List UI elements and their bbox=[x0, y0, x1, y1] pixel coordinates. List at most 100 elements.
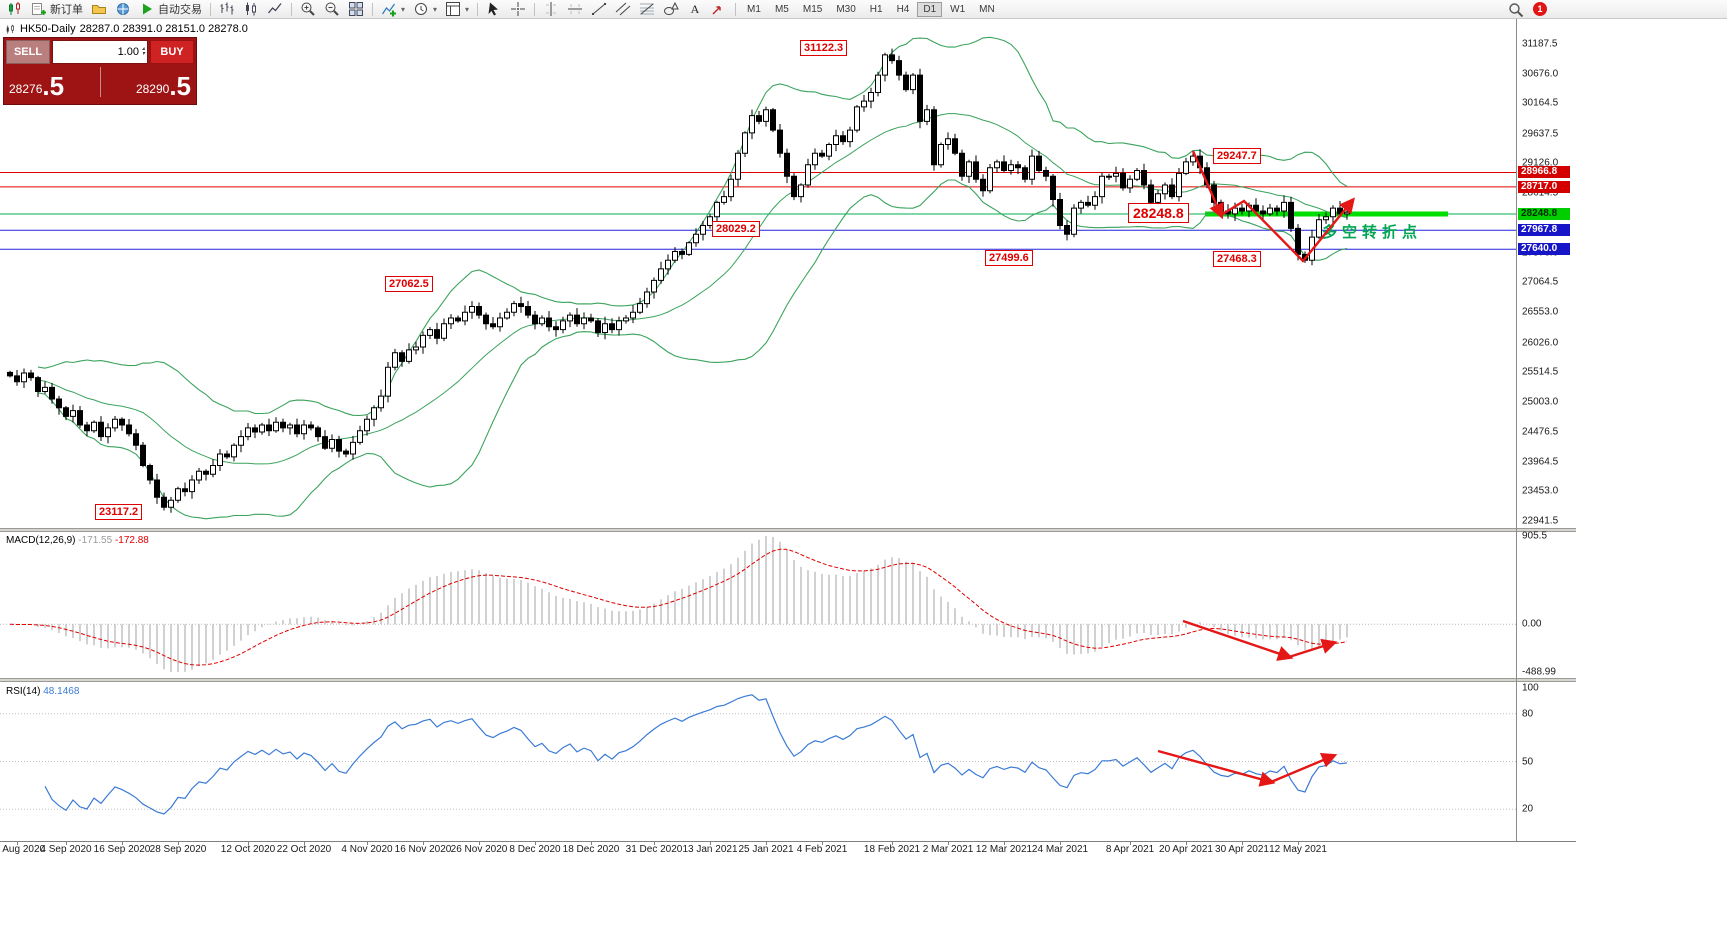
panel-separator[interactable] bbox=[0, 678, 1576, 682]
price-label: 31122.3 bbox=[800, 40, 848, 56]
price-axis[interactable]: 31187.530676.030164.529637.529126.028614… bbox=[1517, 0, 1577, 860]
autotrading-button[interactable]: 自动交易 bbox=[135, 1, 206, 18]
sell-button[interactable]: SELL bbox=[6, 40, 50, 64]
date-tick-mark bbox=[1242, 841, 1243, 845]
timeframe-h4[interactable]: H4 bbox=[896, 3, 910, 15]
market-watch-button[interactable] bbox=[111, 1, 135, 18]
rsi-axis-label: 100 bbox=[1522, 682, 1539, 694]
bear-candles bbox=[7, 54, 1343, 508]
shapes-button[interactable] bbox=[659, 1, 683, 18]
chart-title: HK50-Daily 28287.0 28391.0 28151.0 28278… bbox=[5, 23, 248, 35]
date-tick-mark bbox=[1186, 841, 1187, 845]
periods-button[interactable]: ▾ bbox=[409, 1, 441, 18]
crosshair-button[interactable] bbox=[506, 1, 530, 18]
stepper-down-icon[interactable]: ▾ bbox=[141, 51, 145, 57]
date-tick-mark bbox=[1060, 841, 1061, 845]
toolbar-separator bbox=[210, 2, 211, 16]
notification-badge[interactable]: 1 bbox=[1533, 2, 1547, 16]
date-tick: 4 Sep 2020 bbox=[40, 844, 92, 855]
new-order-button[interactable]: 新订单 bbox=[27, 1, 87, 18]
date-tick: 24 Mar 2021 bbox=[1031, 844, 1089, 855]
folder-icon bbox=[92, 5, 106, 14]
channel-button[interactable] bbox=[611, 1, 635, 18]
arrows-button[interactable] bbox=[707, 1, 731, 18]
macd-panel-canvas[interactable] bbox=[0, 532, 1516, 678]
panel-separator[interactable] bbox=[0, 528, 1576, 532]
main-chart-canvas[interactable] bbox=[0, 19, 1516, 528]
cursor-icon bbox=[488, 2, 499, 16]
tile-windows-button[interactable] bbox=[344, 1, 368, 18]
indicators-button[interactable]: ▾ bbox=[377, 1, 409, 18]
date-tick-mark bbox=[66, 841, 67, 845]
fibonacci-button[interactable] bbox=[635, 1, 659, 18]
timeframe-mn[interactable]: MN bbox=[979, 3, 995, 15]
timeframe-m15[interactable]: M15 bbox=[802, 3, 823, 15]
zoom-out-button[interactable] bbox=[320, 1, 344, 18]
rsi-label: RSI(14) 48.1468 bbox=[6, 686, 79, 697]
horizontal-line-button[interactable] bbox=[563, 1, 587, 18]
trendline-button[interactable] bbox=[587, 1, 611, 18]
profiles-button[interactable] bbox=[87, 1, 111, 18]
chevron-down-icon: ▾ bbox=[401, 4, 406, 14]
price-tick: 27064.5 bbox=[1522, 276, 1559, 288]
clock-icon bbox=[415, 3, 428, 15]
date-tick: 30 Apr 2021 bbox=[1215, 844, 1269, 855]
date-tick: 8 Dec 2020 bbox=[509, 844, 561, 855]
vertical-line-button[interactable] bbox=[539, 1, 563, 18]
volume-input[interactable]: 1.00 ▴ ▾ bbox=[52, 40, 148, 64]
timeframe-d1[interactable]: D1 bbox=[917, 1, 943, 17]
bar-chart-button[interactable] bbox=[215, 1, 239, 18]
zoom-in-button[interactable] bbox=[296, 1, 320, 18]
play-icon bbox=[143, 3, 152, 15]
macd-signal-line bbox=[9, 548, 1348, 666]
cursor-button[interactable] bbox=[482, 1, 506, 18]
date-tick: 8 Apr 2021 bbox=[1105, 844, 1155, 855]
rsi-panel-canvas[interactable] bbox=[0, 682, 1516, 841]
timeframe-w1[interactable]: W1 bbox=[950, 3, 966, 15]
price-divider bbox=[99, 67, 101, 97]
rsi-line bbox=[44, 694, 1348, 815]
timeframe-m5[interactable]: M5 bbox=[774, 3, 789, 15]
search-button[interactable] bbox=[1508, 1, 1524, 18]
buy-button[interactable]: BUY bbox=[150, 40, 194, 64]
stepper-up-icon[interactable]: ▴ bbox=[141, 46, 145, 52]
text-button[interactable]: A bbox=[683, 1, 707, 18]
globe-icon bbox=[117, 3, 129, 15]
date-tick-mark bbox=[304, 841, 305, 845]
charts-button[interactable] bbox=[3, 1, 27, 18]
indplus-icon bbox=[382, 3, 396, 17]
bars-icon bbox=[220, 2, 234, 15]
volume-stepper[interactable]: ▴ ▾ bbox=[141, 46, 145, 57]
rsi-axis-label: 20 bbox=[1522, 803, 1534, 815]
text-icon: A bbox=[691, 2, 700, 16]
templates-button[interactable]: ▾ bbox=[441, 1, 473, 18]
date-tick: 16 Sep 2020 bbox=[93, 844, 151, 855]
date-tick: 26 Aug 2020 bbox=[0, 844, 46, 855]
svg-text:A: A bbox=[691, 2, 700, 16]
price-label: 23117.2 bbox=[95, 504, 143, 520]
buy-price[interactable]: 28290.5 bbox=[105, 73, 191, 99]
candlestick-chart-button[interactable] bbox=[239, 1, 263, 18]
timeframe-h1[interactable]: H1 bbox=[869, 3, 883, 15]
timeframe-m1[interactable]: M1 bbox=[747, 3, 761, 15]
toolbar-separator bbox=[534, 2, 536, 16]
orderplus-icon bbox=[32, 3, 46, 15]
price-tick: 22941.5 bbox=[1522, 515, 1559, 527]
price-tick: 29637.5 bbox=[1522, 128, 1559, 140]
macd-label: MACD(12,26,9) -171.55 -172.88 bbox=[6, 535, 149, 546]
sell-price[interactable]: 28276.5 bbox=[9, 73, 96, 99]
timeframe-m30[interactable]: M30 bbox=[836, 3, 856, 15]
date-tick-mark bbox=[535, 841, 536, 845]
fibo-icon bbox=[640, 3, 655, 15]
date-tick-mark bbox=[178, 841, 179, 845]
date-tick: 12 Oct 2020 bbox=[220, 844, 276, 855]
toolbar-separator bbox=[291, 2, 292, 16]
buy-price-int: 28290 bbox=[135, 82, 170, 96]
candle-wicks bbox=[9, 48, 1348, 513]
date-tick-mark bbox=[591, 841, 592, 845]
macd-histogram bbox=[16, 536, 1348, 672]
line-chart-button[interactable] bbox=[263, 1, 287, 18]
time-axis-border bbox=[0, 841, 1576, 842]
